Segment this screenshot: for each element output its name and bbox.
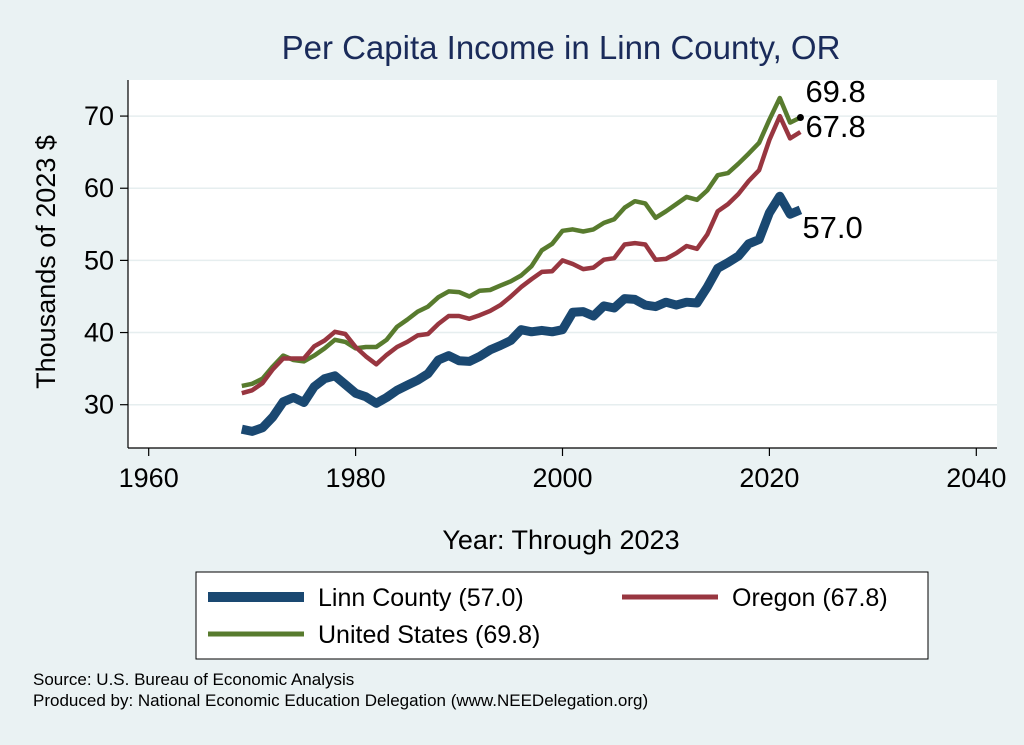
series-line <box>240 191 803 436</box>
series-line <box>241 95 802 389</box>
end-label-linn-county: 57.0 <box>802 210 862 245</box>
x-tick-label: 1980 <box>326 463 386 493</box>
end-label-united-states: 69.8 <box>805 74 865 109</box>
legend-item-label: Linn County (57.0) <box>318 584 524 612</box>
legend-item-label: Oregon (67.8) <box>732 584 888 612</box>
legend: Linn County (57.0) Oregon (67.8) United St… <box>208 584 888 649</box>
y-tick-label: 70 <box>84 101 114 131</box>
source-note: Source: U.S. Bureau of Economic Analysis <box>33 670 354 689</box>
x-tick-label: 1960 <box>119 463 179 493</box>
series-line <box>241 113 802 396</box>
legend-item-label: United States (69.8) <box>318 621 540 649</box>
plot-area <box>128 80 997 448</box>
y-tick-label: 50 <box>84 245 114 275</box>
x-tick-label: 2040 <box>946 463 1006 493</box>
series-lines <box>240 95 803 436</box>
y-tick-label: 40 <box>84 318 114 348</box>
x-axis-title: Year: Through 2023 <box>442 525 679 555</box>
producer-note: Produced by: National Economic Education… <box>33 691 648 710</box>
legend-box <box>195 571 929 660</box>
x-tick-label: 2020 <box>739 463 799 493</box>
axes: 30 40 50 60 70 1960 1980 2000 2020 2040 <box>84 80 1006 493</box>
y-tick-label: 60 <box>84 173 114 203</box>
y-tick-label: 30 <box>84 390 114 420</box>
y-axis-title: Thousands of 2023 $ <box>31 135 61 389</box>
end-label-oregon: 67.8 <box>805 109 865 144</box>
end-labels: 69.867.8 57.0 <box>796 74 866 245</box>
end-marker <box>796 114 804 122</box>
chart-title: Per Capita Income in Linn County, OR <box>282 29 841 66</box>
x-tick-label: 2000 <box>532 463 592 493</box>
